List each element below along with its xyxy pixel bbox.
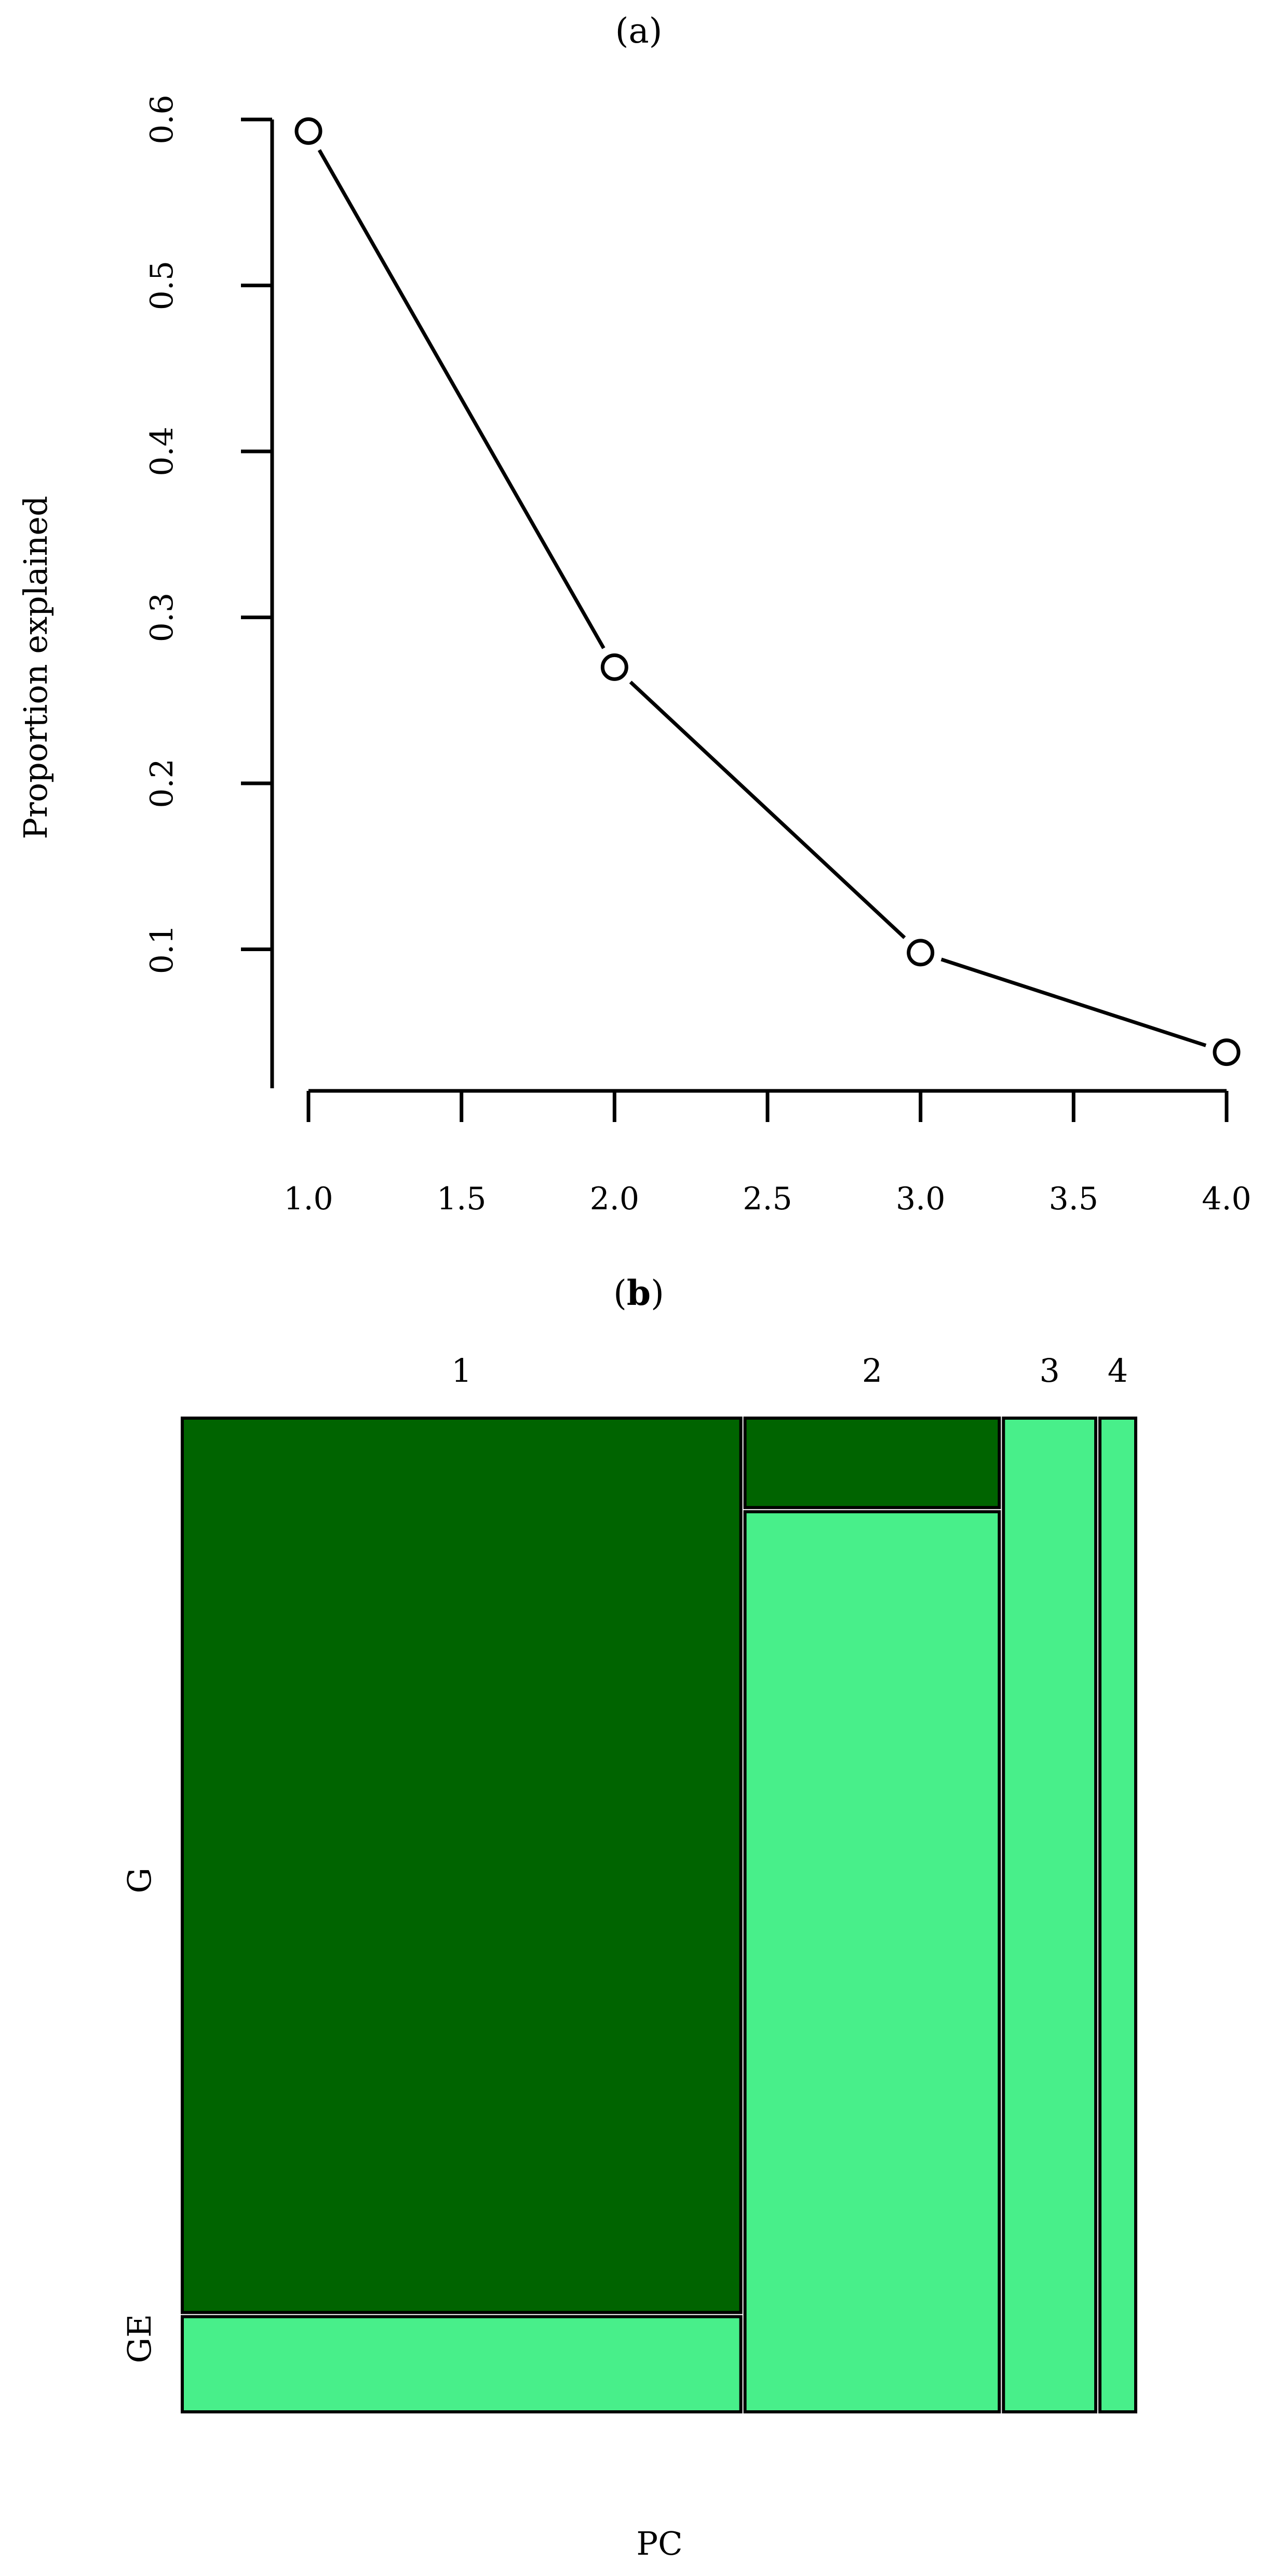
tile-ge <box>181 2315 743 2414</box>
column-label: 4 <box>1108 1352 1128 1390</box>
series-line-segment <box>629 680 906 939</box>
row-label-g: G <box>120 1867 158 1893</box>
x-tick-label: 4.0 <box>1202 1181 1251 1217</box>
column-label: 3 <box>1039 1352 1059 1390</box>
panel-a-label: (a) <box>615 11 663 51</box>
tile-g <box>743 1417 1001 1510</box>
y-axis: 0.1 0.2 0.3 0.4 0.5 0.6 <box>144 95 274 1088</box>
x-tick-label: 1.0 <box>284 1181 333 1217</box>
panel-b-label: (b) <box>613 1273 664 1313</box>
column-label: 1 <box>451 1352 472 1390</box>
series-line-segment <box>940 957 1207 1047</box>
scree-plot: 0.1 0.2 0.3 0.4 0.5 0.6 1.0 1.5 2.0 2.5 3.0 3.5 4.0… <box>17 95 1252 1217</box>
y-tick-label: 0.4 <box>144 426 180 476</box>
y-tick-label: 0.6 <box>144 95 180 144</box>
y-axis-title: Proportion explained <box>17 496 55 839</box>
series <box>294 117 1241 1066</box>
x-tick-label: 3.5 <box>1049 1181 1098 1217</box>
data-point <box>600 653 628 681</box>
x-axis-title: PC <box>636 2525 682 2562</box>
data-point <box>294 117 322 145</box>
x-tick-label: 2.5 <box>743 1181 792 1217</box>
data-point <box>1213 1038 1241 1066</box>
y-tick-label: 0.5 <box>144 261 180 310</box>
column-labels: 1 2 3 4 <box>451 1352 1128 1390</box>
x-tick-label: 2.0 <box>590 1181 639 1217</box>
data-point <box>907 939 935 967</box>
row-label-ge: GE <box>120 2314 158 2364</box>
y-tick-label: 0.3 <box>144 593 180 642</box>
x-tick-label: 1.5 <box>437 1181 486 1217</box>
x-axis: 1.0 1.5 2.0 2.5 3.0 3.5 4.0 <box>284 1089 1252 1217</box>
tile-g <box>181 1417 743 2314</box>
tile-ge <box>743 1510 1001 2413</box>
series-line-segment <box>317 149 606 649</box>
y-tick-label: 0.1 <box>144 925 180 974</box>
tile-ge <box>1098 1417 1138 2413</box>
column-label: 2 <box>862 1352 882 1390</box>
tile-ge <box>1002 1417 1098 2413</box>
mosaic-tiles <box>181 1417 1138 2414</box>
x-tick-label: 3.0 <box>896 1181 945 1217</box>
mosaic-plot: 1 2 3 4 G GE PC <box>120 1352 1138 2562</box>
y-tick-label: 0.2 <box>144 758 180 808</box>
